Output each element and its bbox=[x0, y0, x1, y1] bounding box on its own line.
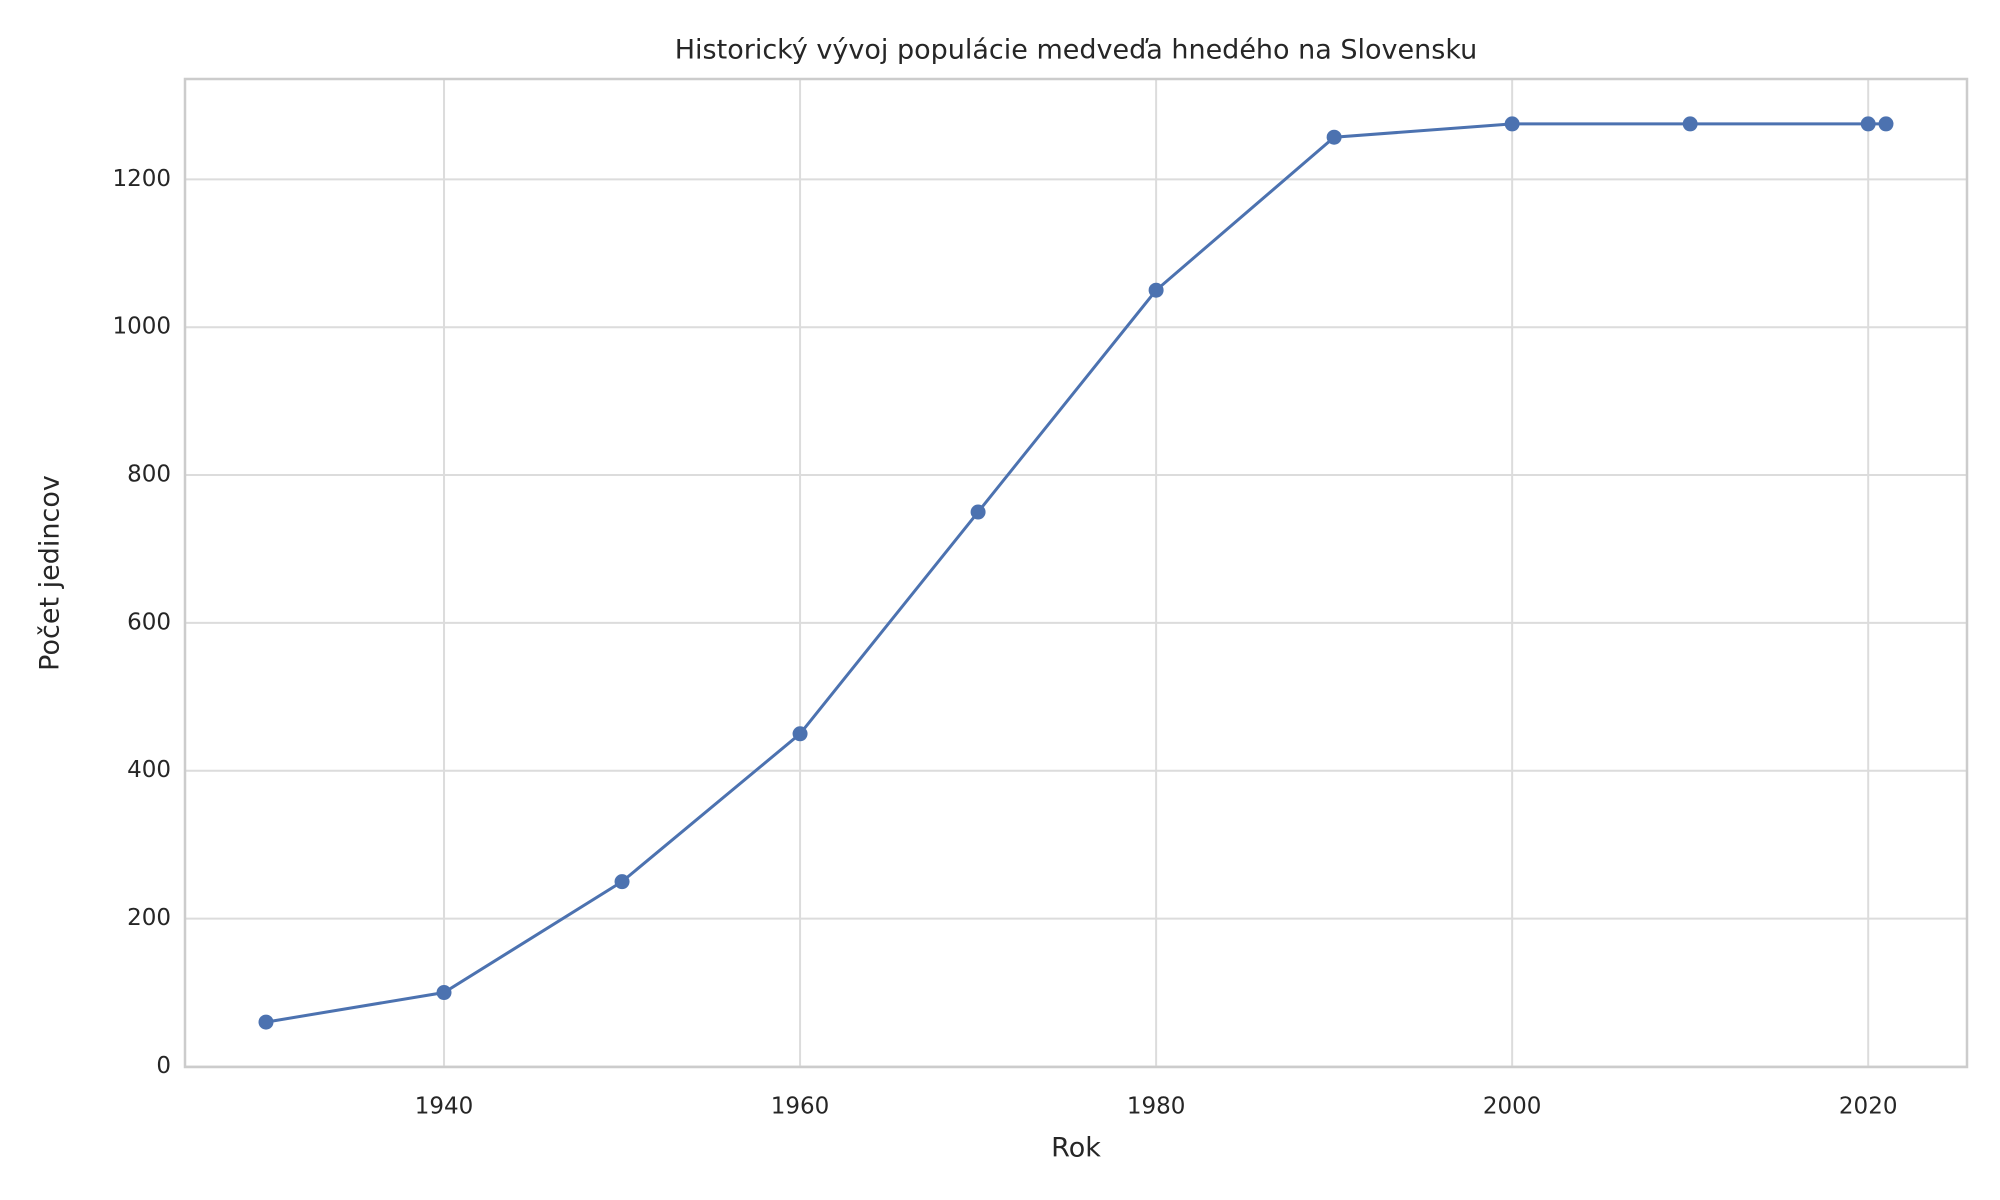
point bbox=[1860, 116, 1876, 132]
x-tick-label: 1960 bbox=[771, 1094, 830, 1120]
point bbox=[614, 874, 630, 890]
y-tick-label: 800 bbox=[127, 462, 171, 488]
y-tick-label: 1000 bbox=[112, 314, 171, 340]
chart-title: Historický vývoj populácie medveďa hnedé… bbox=[675, 35, 1478, 66]
x-tick-label: 1940 bbox=[415, 1094, 474, 1120]
x-tick-label: 2000 bbox=[1483, 1094, 1542, 1120]
point bbox=[1148, 282, 1164, 298]
plot-frame bbox=[183, 77, 1969, 1069]
point bbox=[1504, 116, 1520, 132]
y-tick-label: 200 bbox=[127, 905, 171, 931]
y-tick-label: 400 bbox=[127, 757, 171, 783]
point bbox=[436, 985, 452, 1001]
y-tick-label: 0 bbox=[156, 1053, 171, 1079]
point bbox=[970, 504, 986, 520]
y-tick-label: 1200 bbox=[112, 166, 171, 192]
point bbox=[258, 1014, 274, 1030]
y-tick-label: 600 bbox=[127, 609, 171, 635]
x-tick-label: 2020 bbox=[1839, 1094, 1898, 1120]
point bbox=[1878, 116, 1894, 132]
point bbox=[1326, 129, 1342, 145]
x-axis-label: Rok bbox=[1051, 1133, 1101, 1164]
point bbox=[792, 726, 808, 742]
x-tick-label: 1980 bbox=[1127, 1094, 1186, 1120]
line bbox=[265, 122, 1886, 1024]
point bbox=[1682, 116, 1698, 132]
y-axis-label: Počet jedincov bbox=[35, 475, 66, 671]
